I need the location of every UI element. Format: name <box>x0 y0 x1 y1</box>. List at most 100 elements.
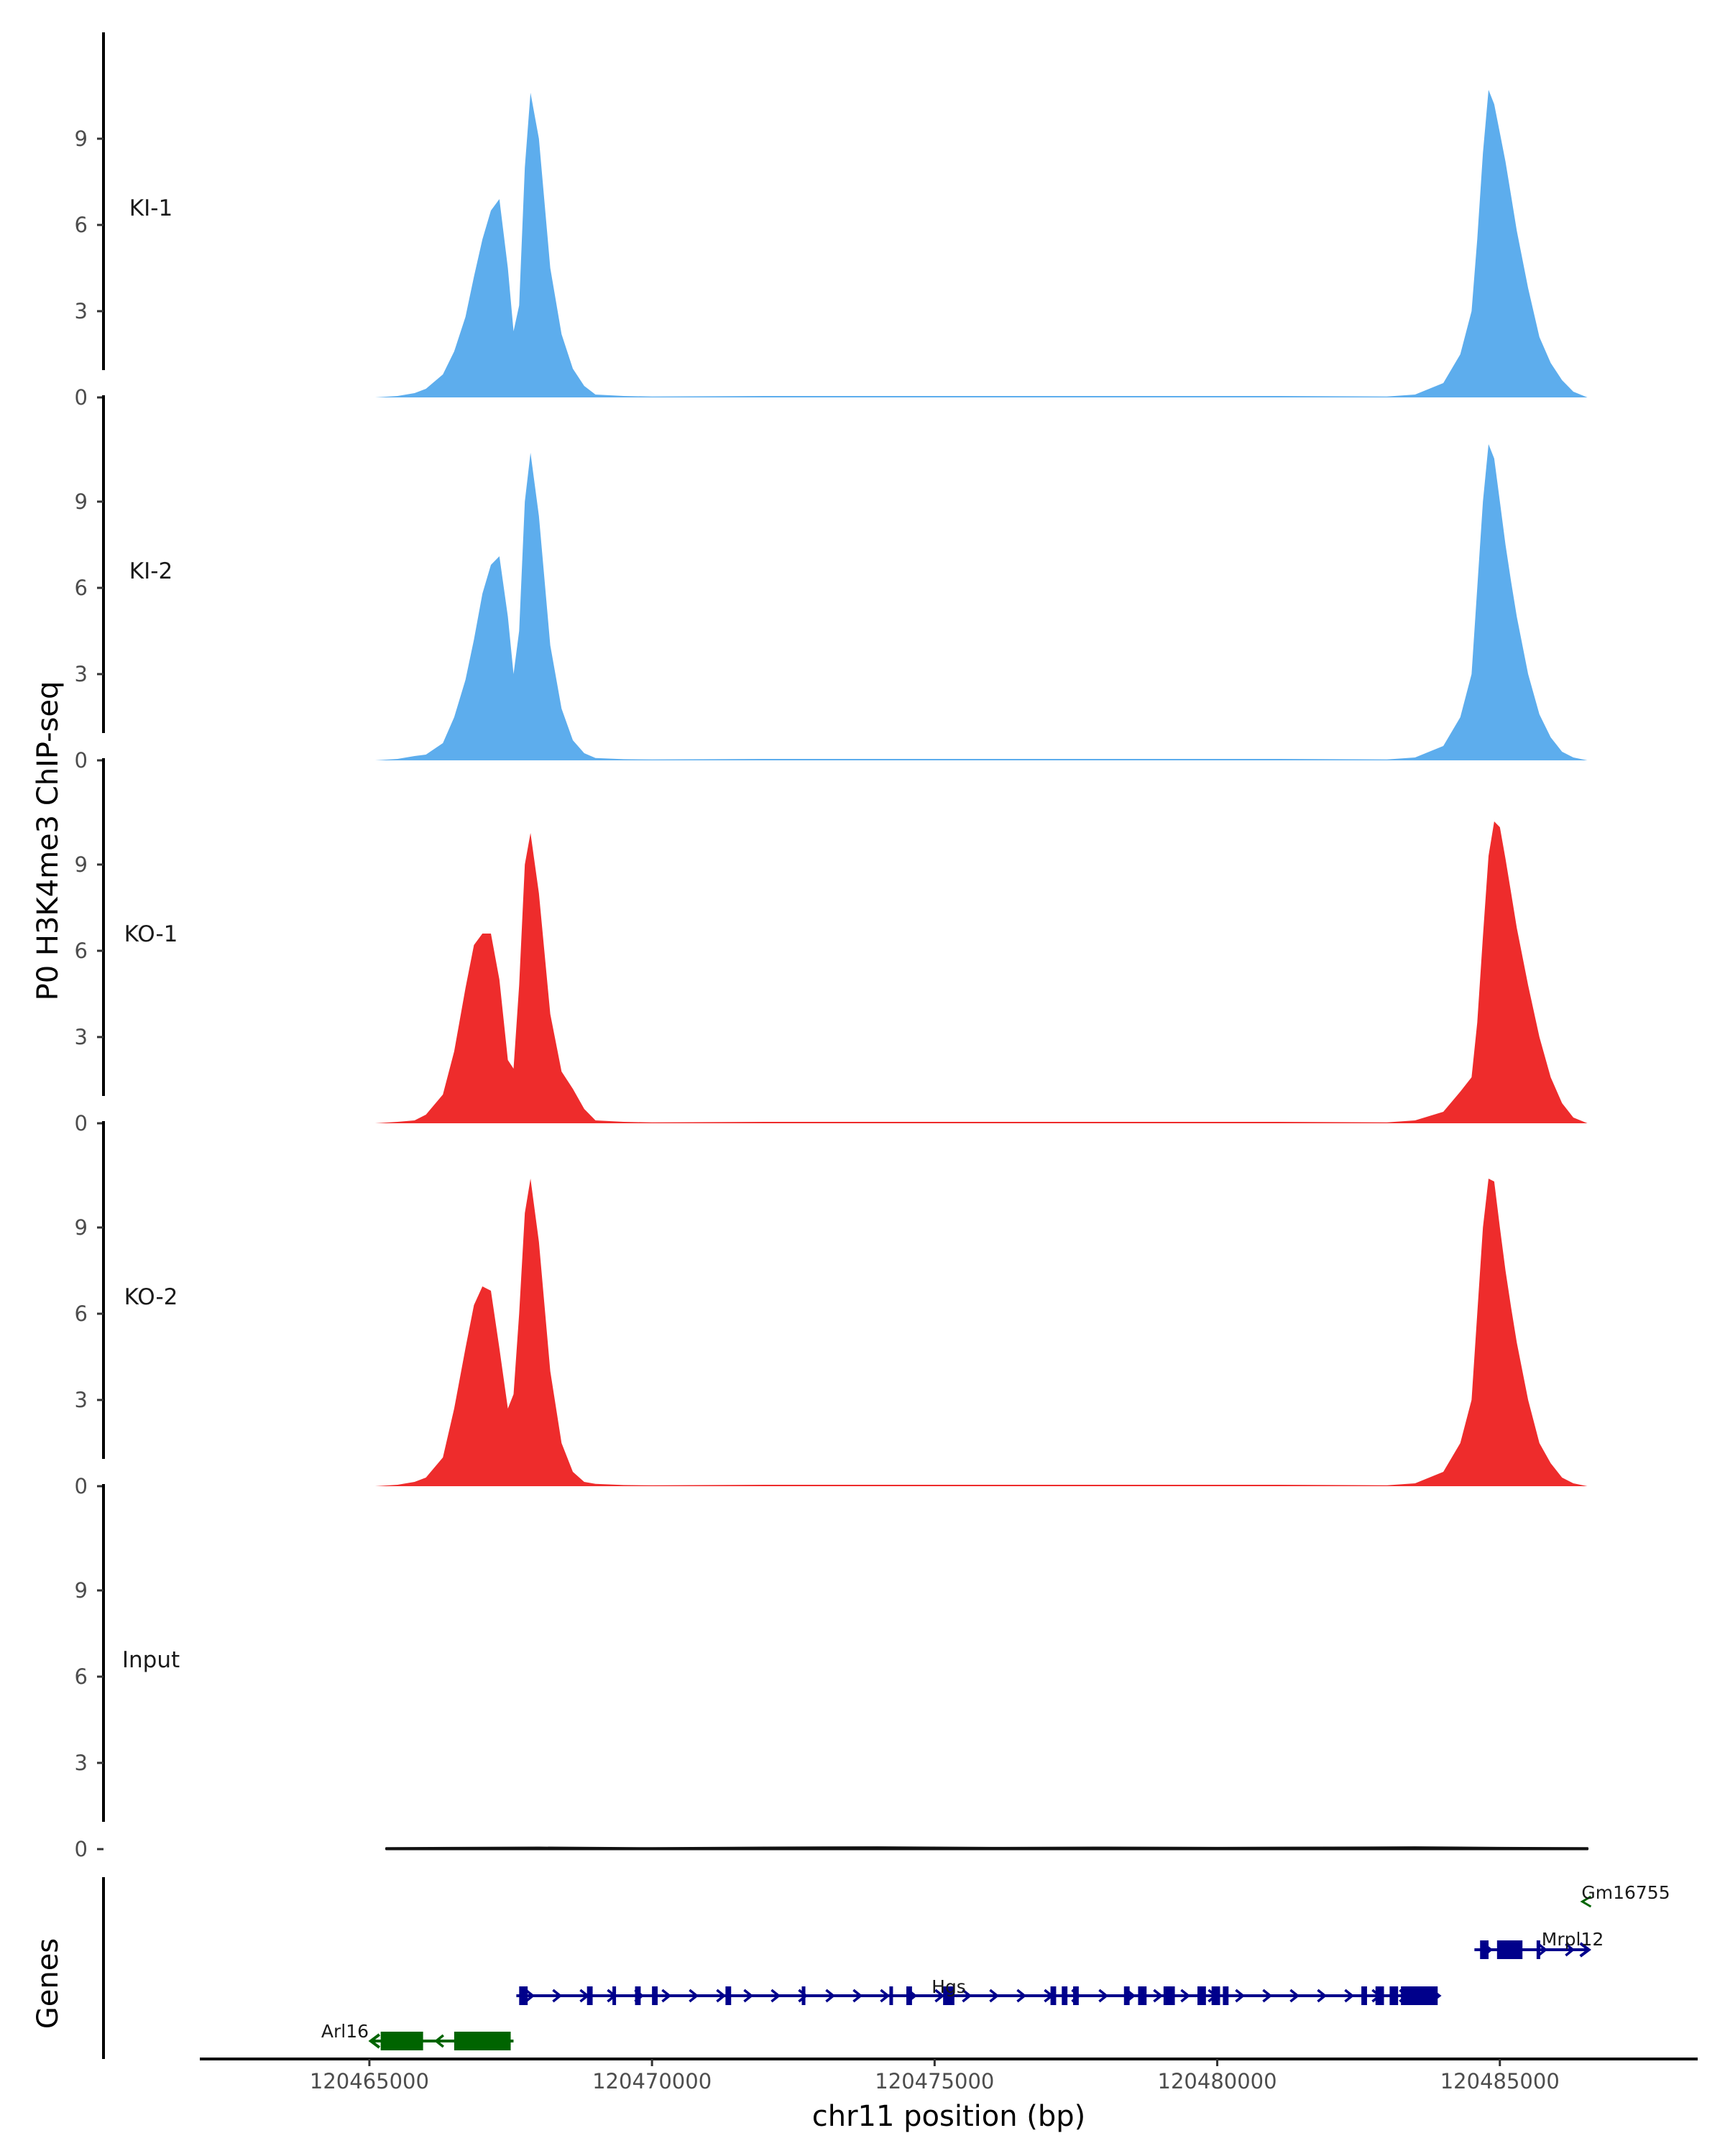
y-tick-label: 3 <box>75 299 88 323</box>
x-axis-title: chr11 position (bp) <box>812 2100 1086 2133</box>
track-label: KI-1 <box>129 195 172 221</box>
exon-block <box>889 1986 893 2005</box>
exon-block <box>1211 1986 1220 2005</box>
exon-block <box>1123 1986 1130 2005</box>
y-tick-label: 0 <box>75 1474 88 1498</box>
gene-hgs: Hgs <box>516 1976 1442 2005</box>
y-tick-label: 6 <box>75 939 88 963</box>
gene-mrpl12: Mrpl12 <box>1474 1929 1604 1959</box>
track-label: Input <box>122 1647 180 1673</box>
exon-block <box>1062 1986 1068 2005</box>
exon-block <box>1389 1986 1399 2005</box>
y-tick-label: 3 <box>75 1751 88 1775</box>
y-tick-label: 0 <box>75 748 88 773</box>
gene-label: Gm16755 <box>1581 1882 1670 1903</box>
strand-chevron <box>716 1989 727 2003</box>
exon-block <box>1138 1986 1147 2005</box>
signal-tracks: 0 3 6 9 KI-1 0 3 6 9 KI-2 0 3 6 9 KO-1 0 3 6 9 KO-2 0 3 6 9 Inpu… <box>75 32 1589 1861</box>
exon-block <box>1050 1986 1057 2005</box>
exon-block <box>652 1986 658 2005</box>
exon-block <box>1223 1986 1229 2005</box>
signal-area-ki-2 <box>374 444 1588 760</box>
exon-block <box>519 1986 528 2005</box>
y-tick-label: 9 <box>75 126 88 151</box>
y-tick-label: 3 <box>75 1388 88 1412</box>
exon-block <box>635 1986 641 2005</box>
exon-block <box>943 1986 954 2005</box>
y-tick-label: 9 <box>75 1215 88 1240</box>
track-ko-2: 0 3 6 9 KO-2 <box>75 1121 1588 1498</box>
strand-chevron <box>552 1989 563 2003</box>
exon-block <box>1401 1986 1438 2005</box>
strand-chevron <box>1098 1989 1109 2003</box>
y-tick-label: 3 <box>75 662 88 686</box>
gene-gm16755: Gm16755 <box>1580 1882 1670 1908</box>
strand-chevron <box>798 1989 809 2003</box>
x-tick-label: 120465000 <box>310 2069 429 2093</box>
exon-block <box>801 1986 806 2005</box>
x-tick-label: 120480000 <box>1158 2069 1277 2093</box>
strand-chevron <box>880 1989 891 2003</box>
y-tick-label: 6 <box>75 576 88 600</box>
strand-arrow <box>1579 1942 1591 1958</box>
y-tick-label: 0 <box>75 1837 88 1861</box>
x-tick-label: 120470000 <box>592 2069 712 2093</box>
y-tick-label: 9 <box>75 852 88 877</box>
strand-chevron <box>434 2034 444 2048</box>
y-tick-label: 6 <box>75 1302 88 1326</box>
strand-chevron <box>962 1989 972 2003</box>
track-label: KO-2 <box>124 1284 178 1310</box>
strand-chevron <box>1262 1989 1273 2003</box>
strand-chevron <box>1180 1989 1191 2003</box>
strand-chevron <box>989 1989 1000 2003</box>
exon-block <box>380 2032 423 2050</box>
strand-arrow <box>1580 1895 1592 1908</box>
gene-label: Mrpl12 <box>1542 1929 1604 1950</box>
y-tick-label: 3 <box>75 1025 88 1049</box>
strand-chevron <box>1317 1989 1328 2003</box>
genes-panel-title: Genes <box>32 1938 65 2029</box>
exon-block <box>1536 1940 1540 1959</box>
exon-block <box>586 1986 593 2005</box>
strand-chevron <box>1235 1989 1246 2003</box>
y-tick-label: 0 <box>75 385 88 410</box>
exon-block <box>1361 1986 1367 2005</box>
exon-block <box>1480 1940 1489 1959</box>
x-tick-label: 120475000 <box>875 2069 994 2093</box>
y-tick-label: 6 <box>75 213 88 237</box>
strand-chevron <box>1016 1989 1027 2003</box>
strand-chevron <box>1153 1989 1164 2003</box>
signal-area-ko-2 <box>374 1179 1588 1486</box>
y-axis-title: P0 H3K4me3 ChIP-seq <box>32 681 65 1001</box>
strand-chevron <box>825 1989 836 2003</box>
strand-chevron <box>743 1989 754 2003</box>
gene-annotation-panel: Arl16 Hgs Mrpl12 Gm16755 <box>102 1877 1670 2059</box>
exon-block <box>1496 1940 1523 1959</box>
exon-block <box>1073 1986 1079 2005</box>
strand-chevron <box>770 1989 781 2003</box>
exon-block <box>1375 1986 1384 2005</box>
exon-block <box>1197 1986 1206 2005</box>
signal-area-ki-1 <box>374 90 1588 397</box>
track-ki-1: 0 3 6 9 KI-1 <box>75 32 1588 410</box>
strand-chevron <box>1289 1989 1300 2003</box>
signal-area-input <box>385 1846 1589 1851</box>
x-tick-label: 120485000 <box>1440 2069 1560 2093</box>
track-label: KI-2 <box>129 558 172 584</box>
y-tick-label: 9 <box>75 1578 88 1603</box>
exon-block <box>1163 1986 1175 2005</box>
strand-chevron <box>1537 1943 1548 1957</box>
track-label: KO-1 <box>124 921 178 947</box>
y-tick-label: 0 <box>75 1111 88 1135</box>
track-input: 0 3 6 9 Input <box>75 1484 1589 1861</box>
gene-label: Hgs <box>932 1976 966 1997</box>
x-axis: 120465000 120470000 120475000 120480000 1204… <box>200 2058 1698 2093</box>
y-tick-label: 6 <box>75 1664 88 1689</box>
strand-chevron <box>661 1989 672 2003</box>
strand-chevron <box>852 1989 863 2003</box>
gene-label: Arl16 <box>321 2021 369 2042</box>
strand-chevron <box>1344 1989 1355 2003</box>
exon-block <box>612 1986 617 2005</box>
strand-arrow <box>368 2033 381 2049</box>
